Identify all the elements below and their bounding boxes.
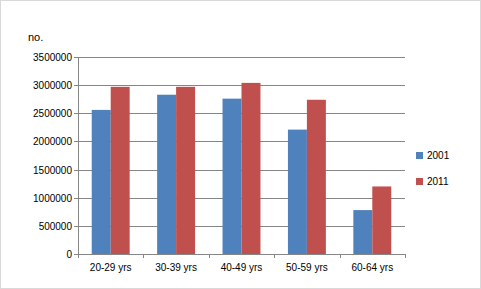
bar [157,95,176,254]
y-tick-label: 1500000 [33,165,72,176]
y-tick-label: 0 [66,249,72,260]
bar [92,110,111,254]
bar [111,87,130,254]
grid-line [78,57,405,58]
x-tick [340,254,341,258]
y-tick-label: 2500000 [33,108,72,119]
x-axis-line [78,254,405,255]
x-tick-label: 40-49 yrs [221,262,263,273]
chart-svg: 0 500000 1000000 1500000 2000000 2500000 30000… [0,0,481,289]
y-tick [74,113,78,114]
y-axis-line [78,57,79,254]
bar [288,130,307,254]
y-tick [74,141,78,142]
x-tick [143,254,144,258]
x-tick [274,254,275,258]
legend-swatch [416,152,423,159]
y-tick-label: 1000000 [33,193,72,204]
x-tick-label: 30-39 yrs [155,262,197,273]
legend-swatch [416,178,423,185]
y-tick [74,57,78,58]
bar [353,210,372,254]
y-tick [74,254,78,255]
bars [92,83,392,254]
bar [176,87,195,254]
y-tick-label: 3500000 [33,52,72,63]
y-tick-label: 3000000 [33,80,72,91]
bar [242,83,261,254]
legend-label: 2001 [427,150,450,161]
y-tick [74,198,78,199]
chart-border [1,1,481,289]
x-tick [78,254,79,258]
legend-label: 2011 [427,176,449,187]
x-tick-label: 20-29 yrs [90,262,132,273]
y-tick-label: 500000 [39,221,73,232]
bar [307,100,326,254]
y-tick [74,170,78,171]
y-tick [74,85,78,86]
x-tick-label: 60-64 yrs [351,262,393,273]
y-tick [74,226,78,227]
x-tick [209,254,210,258]
y-tick-label: 2000000 [33,136,72,147]
bar [223,99,242,254]
chart-container: 0 500000 1000000 1500000 2000000 2500000 30000… [0,0,481,289]
bar [372,186,391,254]
x-tick [405,254,406,258]
y-axis-label: no. [28,31,43,43]
x-tick-label: 50-59 yrs [286,262,328,273]
grid-line [78,254,405,255]
